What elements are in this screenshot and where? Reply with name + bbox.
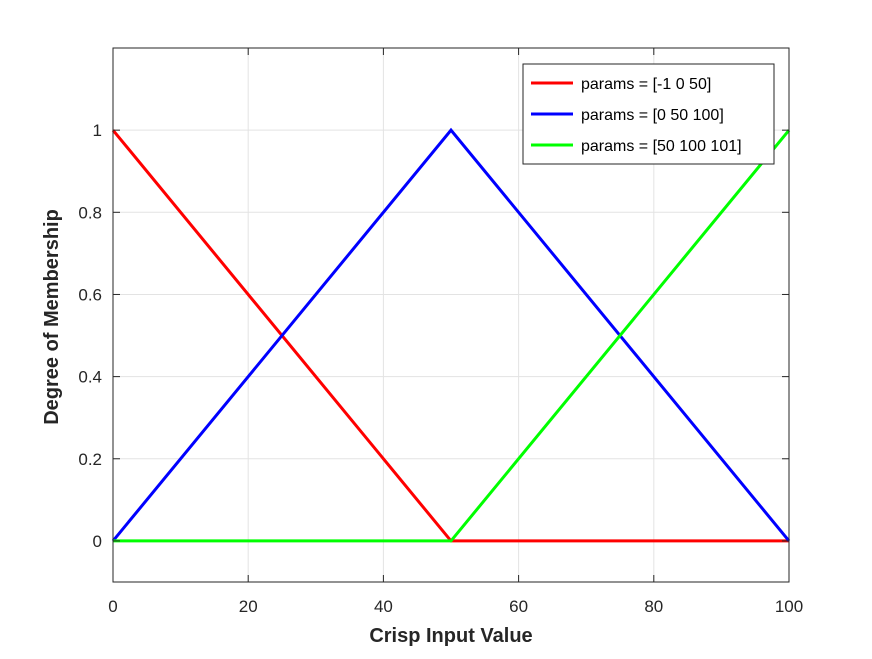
x-tick-label: 80	[644, 597, 663, 616]
y-tick-label: 0.2	[78, 450, 102, 469]
x-tick-label: 100	[775, 597, 803, 616]
x-tick-label: 40	[374, 597, 393, 616]
y-axis-title: Degree of Membership	[41, 209, 63, 425]
x-tick-label: 60	[509, 597, 528, 616]
axes-box	[112, 47, 790, 583]
series-lines	[111, 127, 791, 543]
legend-label-3: params = [50 100 101]	[581, 138, 742, 155]
series-line-1	[111, 129, 789, 543]
x-tick-label: 0	[108, 597, 117, 616]
y-tick-label: 0.4	[78, 368, 102, 387]
ticks: 0 20 40 60 80 100 0 0.2 0.4 0.6 0.8 1	[78, 48, 803, 616]
y-tick-label: 0.8	[78, 203, 102, 222]
y-tick-label: 0	[93, 532, 102, 551]
series-line-3	[113, 129, 791, 543]
y-tick-label: 0.6	[78, 285, 102, 304]
y-tick-label: 1	[93, 121, 102, 140]
series-line-2	[111, 127, 791, 542]
legend: params = [-1 0 50] params = [0 50 100] par…	[522, 63, 775, 165]
legend-label-2: params = [0 50 100]	[581, 107, 724, 124]
x-tick-label: 20	[239, 597, 258, 616]
x-axis-title: Crisp Input Value	[369, 625, 532, 647]
legend-label-1: params = [-1 0 50]	[581, 76, 711, 93]
